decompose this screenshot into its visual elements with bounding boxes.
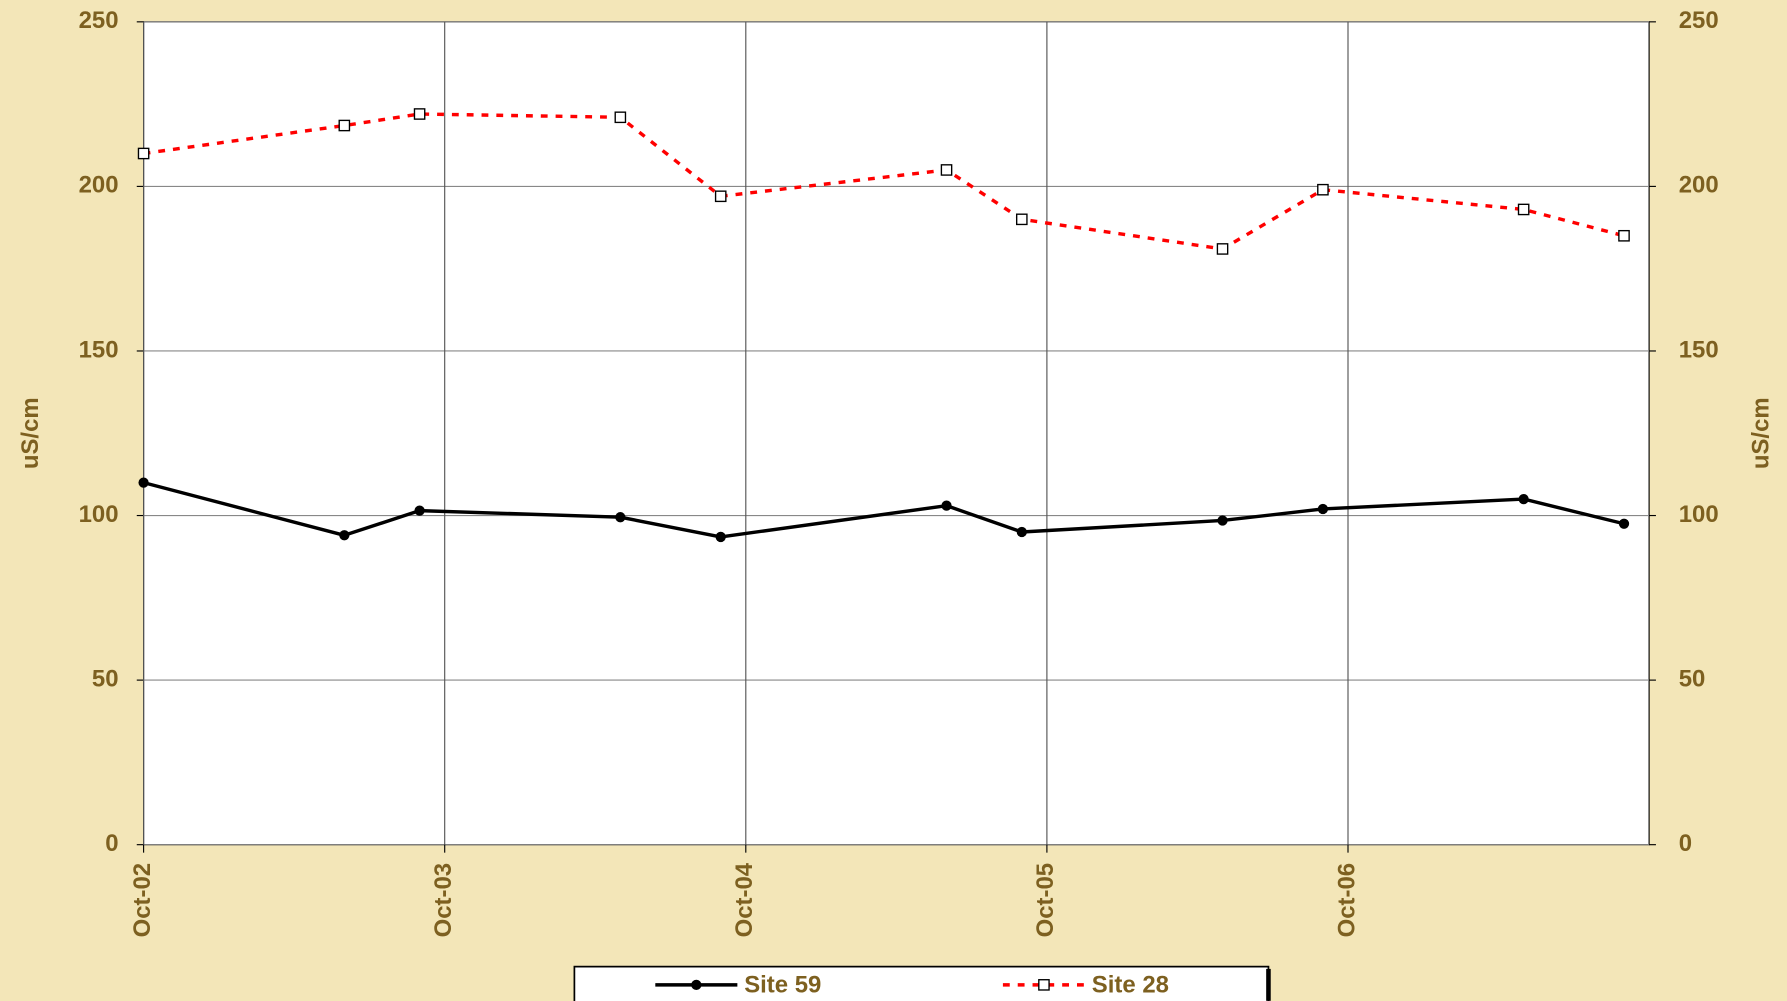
point (941, 500, 952, 511)
y2-tick-label: 200 (1679, 172, 1719, 199)
point (138, 477, 149, 488)
y-tick-label: 0 (105, 830, 118, 857)
x-tick-label: Oct-02 (129, 863, 156, 937)
point (1618, 518, 1630, 529)
y2-axis-label: uS/cm (1747, 397, 1774, 469)
point (137, 147, 150, 160)
y2-tick-label: 50 (1679, 665, 1706, 692)
x-tick-label: Oct-04 (731, 862, 758, 937)
point (1217, 515, 1228, 526)
y2-tick-label: 150 (1679, 336, 1719, 363)
legend-label: Site 28 (1092, 971, 1169, 998)
plot-area (143, 21, 1650, 846)
point (1317, 503, 1329, 515)
point (1317, 183, 1329, 196)
y-tick-label: 100 (79, 501, 119, 528)
x-tick-label: Oct-05 (1032, 863, 1059, 937)
point (1016, 526, 1027, 538)
y-tick-label: 250 (79, 7, 119, 34)
legend-marker (691, 979, 702, 990)
x-tick-label: Oct-03 (430, 863, 457, 937)
point (715, 531, 726, 543)
point (338, 119, 351, 132)
point (1216, 243, 1229, 255)
y-tick-label: 150 (79, 336, 119, 363)
legend-label: Site 59 (744, 971, 821, 998)
legend-marker (1038, 979, 1050, 991)
point (1618, 229, 1630, 242)
y-tick-label: 200 (79, 172, 119, 199)
point (414, 505, 425, 516)
point (714, 190, 727, 203)
point (940, 164, 953, 176)
x-tick-label: Oct-06 (1333, 863, 1360, 937)
point (339, 530, 350, 541)
point (1517, 203, 1530, 216)
y-axis-label: uS/cm (17, 397, 44, 469)
y2-tick-label: 250 (1679, 7, 1719, 34)
y2-tick-label: 100 (1679, 501, 1719, 528)
point (614, 111, 627, 124)
y-tick-label: 50 (92, 665, 119, 692)
point (1518, 493, 1529, 505)
y2-tick-label: 0 (1679, 830, 1692, 857)
point (615, 512, 626, 523)
point (413, 108, 426, 120)
point (1015, 213, 1028, 226)
